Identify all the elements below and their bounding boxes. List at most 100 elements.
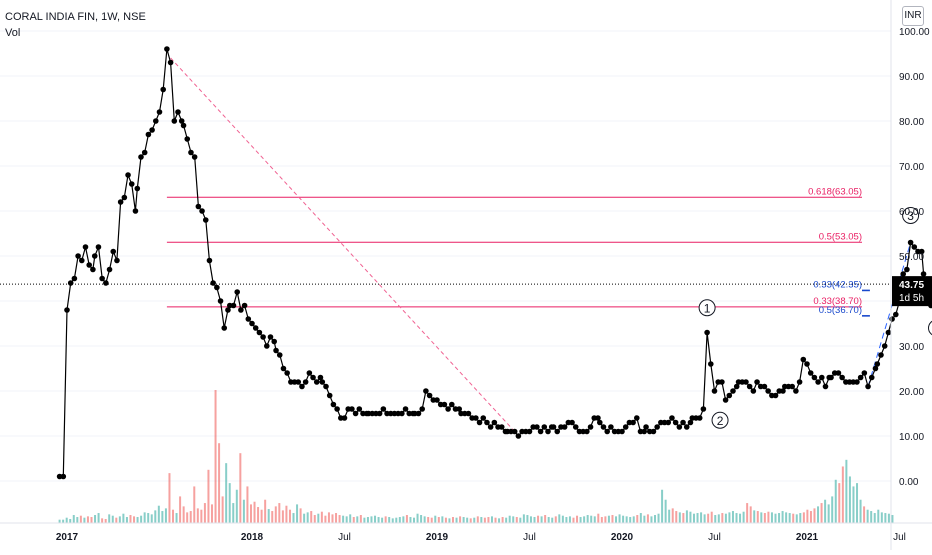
price-point <box>221 325 227 331</box>
volume-bar <box>176 513 178 523</box>
y-tick-label: 80.00 <box>899 117 924 128</box>
price-point <box>92 253 98 259</box>
volume-bar <box>601 517 603 523</box>
volume-bar <box>757 511 759 523</box>
volume-bar <box>753 510 755 523</box>
price-point <box>808 370 814 376</box>
x-tick-label: 2021 <box>796 532 819 543</box>
price-point <box>719 379 725 385</box>
volume-bar <box>331 514 333 523</box>
price-point <box>708 361 714 367</box>
price-point <box>103 280 109 286</box>
volume-bar <box>466 518 468 523</box>
price-point <box>357 406 363 412</box>
volume-bar <box>115 518 117 523</box>
volume-bar <box>881 512 883 523</box>
volume-bar <box>583 516 585 523</box>
price-point <box>160 87 166 93</box>
volume-bar <box>346 516 348 523</box>
x-tick-label: 2019 <box>426 532 449 543</box>
fib-levels[interactable]: 0.618(63.05)0.5(53.05)0.33(38.70)0.33(42… <box>167 186 870 316</box>
volume-bar <box>565 517 567 523</box>
volume-bar <box>484 518 486 523</box>
volume-bar <box>463 517 465 523</box>
price-point <box>168 60 174 66</box>
y-gridlines <box>0 31 891 481</box>
volume-bar <box>509 516 511 523</box>
volume-bar <box>750 506 752 523</box>
price-point <box>135 186 141 192</box>
volume-bar <box>693 514 695 523</box>
volume-bar <box>828 504 830 523</box>
currency-badge[interactable]: INR <box>902 6 924 26</box>
x-tick-label: 2020 <box>611 532 634 543</box>
price-point <box>562 424 568 430</box>
volume-bar <box>172 510 174 523</box>
volume-bar <box>402 516 404 523</box>
volume-bar <box>452 517 454 523</box>
price-point <box>727 393 733 399</box>
volume-bar <box>307 512 309 523</box>
volume-bar <box>697 513 699 523</box>
volume-bar <box>218 443 220 523</box>
volume-bar <box>438 517 440 523</box>
symbol-title[interactable]: CORAL INDIA FIN, 1W, NSE <box>5 9 146 25</box>
fib-label: 0.5(53.05) <box>819 231 862 242</box>
volume-bar <box>151 514 153 523</box>
volume-bar <box>686 510 688 523</box>
volume-bar <box>239 453 241 523</box>
volume-bar <box>232 503 234 523</box>
volume-bar <box>300 508 302 523</box>
price-point <box>597 420 603 426</box>
volume-bar <box>353 517 355 523</box>
volume-bar <box>562 516 564 523</box>
price-point <box>61 474 67 480</box>
price-point <box>188 150 194 156</box>
price-point <box>214 285 220 291</box>
price-point <box>623 424 629 430</box>
price-point <box>673 420 679 426</box>
volume-bar <box>785 512 787 523</box>
price-point <box>630 420 636 426</box>
volume-bar <box>392 518 394 523</box>
price-point <box>643 424 649 430</box>
volume-bar <box>98 513 100 523</box>
price-point <box>912 244 918 250</box>
price-point <box>277 352 283 358</box>
volume-bar <box>512 516 514 523</box>
fib-label: 0.5(36.70) <box>819 305 862 316</box>
price-point <box>488 424 494 430</box>
price-point <box>303 379 309 385</box>
volume-indicator-label[interactable]: Vol <box>5 25 146 41</box>
volume-bar <box>349 514 351 523</box>
y-tick-label: 10.00 <box>899 432 924 443</box>
volume-bar <box>342 516 344 523</box>
volume-bar <box>448 518 450 523</box>
price-point <box>249 321 255 327</box>
volume-bar <box>835 480 837 523</box>
volume-bar <box>675 511 677 523</box>
volume-bar <box>129 515 131 523</box>
x-tick-label: Jul <box>708 532 721 543</box>
last-price-value: 43.75 <box>899 280 924 291</box>
price-point <box>295 379 301 385</box>
volume-bar <box>537 516 539 523</box>
volume-bar <box>445 518 447 523</box>
volume-bar <box>190 511 192 523</box>
price-point <box>246 316 252 322</box>
volume-bar <box>778 513 780 523</box>
price-point <box>149 127 155 133</box>
volume-bar <box>296 504 298 523</box>
volume-bar <box>424 516 426 523</box>
volume-bar <box>679 512 681 523</box>
trend-lines[interactable] <box>171 58 911 432</box>
price-point <box>747 384 753 390</box>
price-point <box>677 424 683 430</box>
price-point <box>210 280 216 286</box>
volume-bar <box>856 483 858 523</box>
price-point <box>445 406 451 412</box>
volume-bar <box>126 517 128 523</box>
volume-bar <box>314 515 316 523</box>
